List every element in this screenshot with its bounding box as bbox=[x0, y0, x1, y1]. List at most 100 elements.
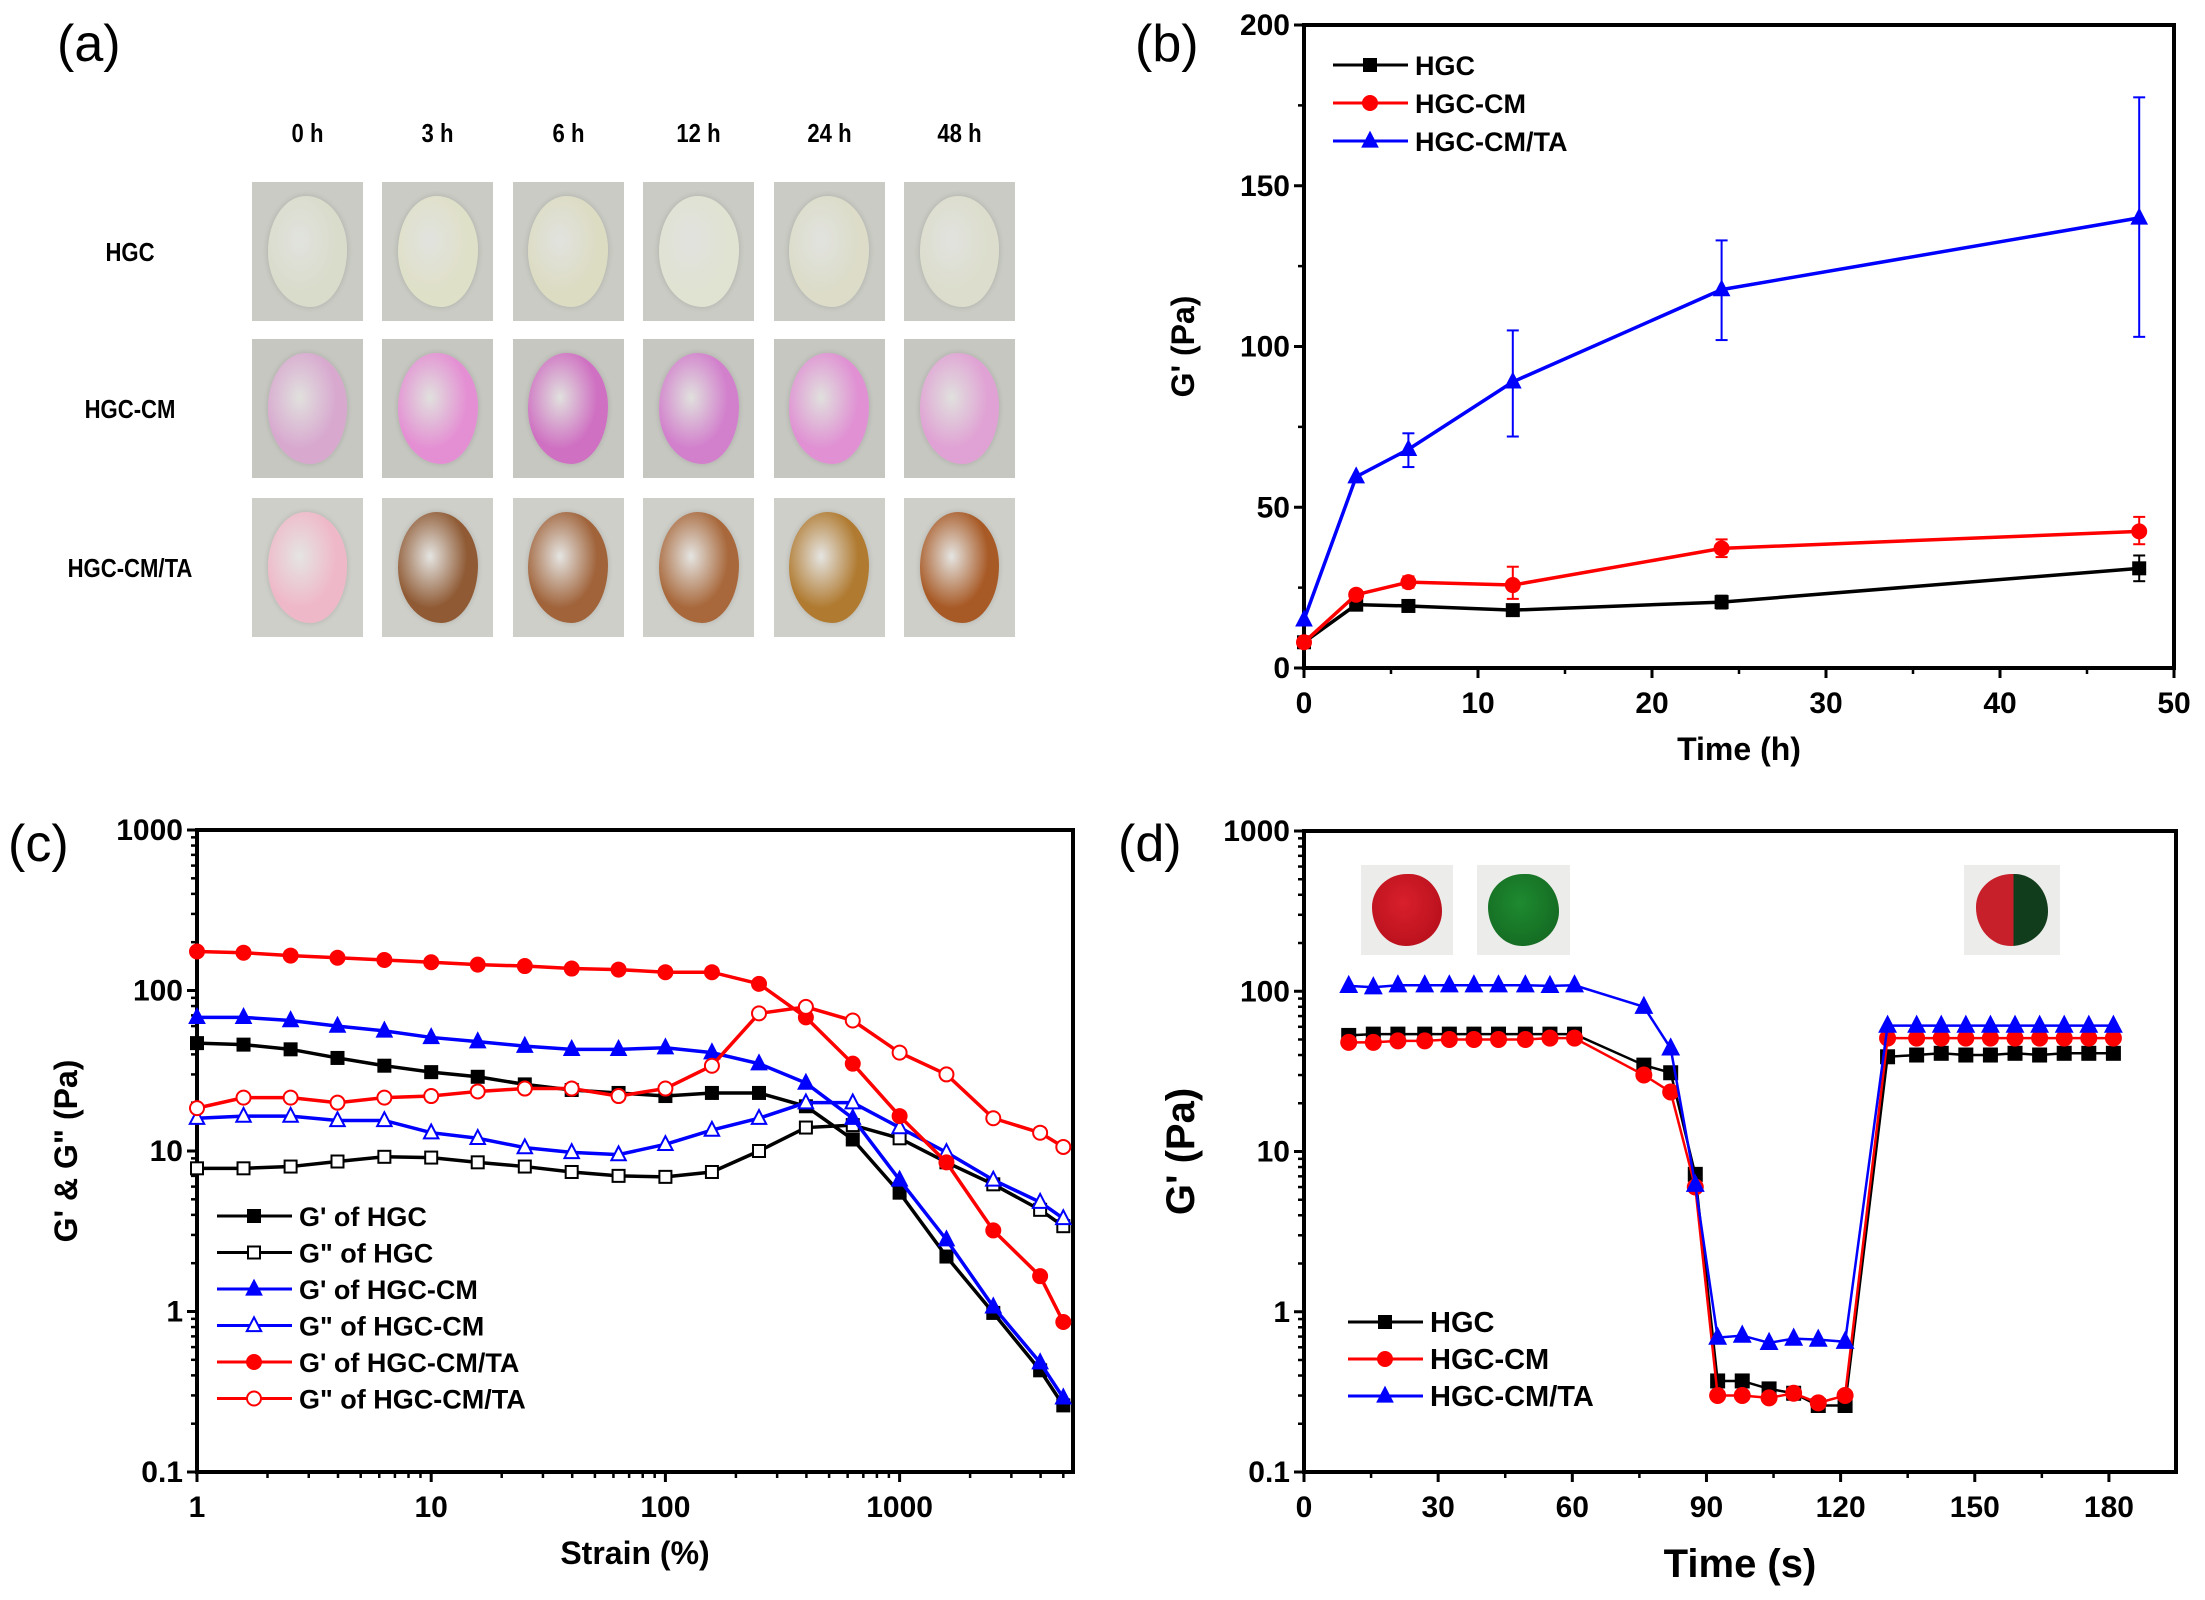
data-point bbox=[1635, 1066, 1653, 1084]
hydrogel-blob bbox=[397, 195, 478, 308]
x-axis-label: Time (h) bbox=[1677, 731, 1801, 767]
data-point bbox=[890, 1117, 909, 1135]
series-line bbox=[1302, 566, 2140, 644]
y-tick-label: 100 bbox=[1240, 975, 1290, 1008]
data-point bbox=[892, 1185, 907, 1200]
data-point bbox=[985, 1110, 1002, 1127]
data-point bbox=[1296, 634, 1312, 651]
data-point bbox=[1339, 974, 1359, 994]
y-tick-label: 1 bbox=[1273, 1296, 1290, 1329]
column-header: 6 h bbox=[552, 118, 585, 148]
data-point bbox=[236, 1161, 251, 1176]
series-g-of-hgc-cm bbox=[188, 1092, 1073, 1226]
data-point bbox=[1489, 974, 1508, 993]
row-header: HGC bbox=[105, 237, 155, 267]
data-point bbox=[563, 960, 580, 977]
data-point bbox=[1363, 976, 1383, 995]
legend-label: G" of HGC bbox=[299, 1239, 433, 1269]
hydrogel-blob bbox=[658, 195, 739, 308]
healed-gel-blob bbox=[1975, 874, 2049, 946]
series-g-of-hgc-cm bbox=[188, 1007, 1073, 1405]
data-point bbox=[2030, 1014, 2050, 1033]
data-point bbox=[611, 1168, 626, 1183]
data-point bbox=[1713, 540, 1730, 557]
hydrogel-blob bbox=[397, 511, 478, 624]
x-tick-label: 60 bbox=[1556, 1491, 1589, 1524]
hydrogel-photo bbox=[904, 498, 1015, 637]
hydrogel-photo bbox=[773, 498, 885, 637]
data-point bbox=[985, 1222, 1002, 1239]
data-point bbox=[657, 1080, 674, 1097]
series-hgc-cm-ta bbox=[1339, 974, 2123, 1350]
data-point bbox=[563, 1080, 580, 1097]
data-point bbox=[470, 1069, 485, 1084]
data-point bbox=[750, 1107, 768, 1125]
data-point bbox=[2131, 523, 2148, 540]
x-tick-label: 180 bbox=[2084, 1491, 2134, 1524]
data-point bbox=[424, 1150, 439, 1165]
data-point bbox=[1661, 1037, 1681, 1056]
legend-label: HGC bbox=[1430, 1307, 1495, 1339]
y-tick-label: 0.1 bbox=[141, 1456, 183, 1489]
x-tick-label: 90 bbox=[1690, 1491, 1723, 1524]
data-point bbox=[1388, 974, 1408, 993]
data-point bbox=[2105, 1045, 2121, 1061]
column-header: 3 h bbox=[421, 118, 454, 148]
data-point bbox=[2104, 1029, 2122, 1047]
data-point bbox=[281, 1010, 300, 1028]
data-point bbox=[1031, 1352, 1049, 1370]
legend-marker bbox=[247, 1209, 261, 1223]
y-tick-label: 1000 bbox=[116, 814, 183, 847]
data-point bbox=[283, 1159, 298, 1174]
series-line bbox=[197, 1015, 1065, 1399]
data-point bbox=[188, 1007, 206, 1025]
legend-marker bbox=[245, 1315, 263, 1333]
legend-marker bbox=[246, 1390, 262, 1407]
legend-item: G' of HGC-CM/TA bbox=[217, 1348, 519, 1378]
data-point bbox=[1340, 1033, 1358, 1051]
data-point bbox=[1364, 1033, 1382, 1051]
data-point bbox=[282, 947, 299, 964]
data-point bbox=[1784, 1327, 1804, 1346]
data-point bbox=[423, 1088, 440, 1105]
data-point bbox=[377, 1149, 392, 1164]
legend-marker bbox=[1377, 1351, 1393, 1367]
column-header: 48 h bbox=[937, 118, 982, 148]
series-g-of-hgc-cm-ta bbox=[189, 998, 1072, 1155]
legend: HGC HGC-CM HGC-CM/TA bbox=[1348, 1307, 1594, 1413]
data-point bbox=[750, 1053, 768, 1071]
data-point bbox=[1980, 1014, 2000, 1033]
x-tick-label: 50 bbox=[2157, 687, 2190, 720]
data-point bbox=[1909, 1047, 1925, 1063]
series-g-of-hgc-cm-ta bbox=[189, 943, 1072, 1331]
x-tick-label: 20 bbox=[1635, 687, 1668, 720]
hydrogel-blob bbox=[267, 511, 348, 624]
data-point bbox=[658, 1169, 673, 1184]
x-tick-label: 120 bbox=[1816, 1491, 1866, 1524]
data-point bbox=[1957, 1029, 1975, 1047]
data-point bbox=[703, 1119, 721, 1137]
x-tick-label: 30 bbox=[1809, 687, 1842, 720]
data-point bbox=[2054, 1014, 2074, 1033]
data-point bbox=[1055, 1314, 1072, 1331]
data-point bbox=[656, 1037, 675, 1055]
red-gel-blob bbox=[1372, 874, 1442, 946]
data-point bbox=[1503, 371, 1522, 389]
x-tick-label: 30 bbox=[1421, 1491, 1454, 1524]
hydrogel-blob bbox=[267, 195, 348, 308]
data-point bbox=[422, 1122, 441, 1140]
data-point bbox=[329, 1094, 346, 1111]
data-point bbox=[1399, 439, 1418, 457]
data-point bbox=[2103, 1014, 2123, 1033]
data-point bbox=[470, 1155, 485, 1170]
data-point bbox=[1541, 1029, 1559, 1047]
series-hgc-cm bbox=[1340, 1029, 2122, 1412]
hydrogel-blob bbox=[789, 195, 870, 308]
hydrogel-photo bbox=[512, 182, 624, 321]
hydrogel-blob bbox=[267, 352, 348, 465]
healed-gel-photo bbox=[1964, 865, 2060, 955]
data-point bbox=[844, 1012, 861, 1029]
data-point bbox=[1505, 603, 1520, 618]
legend-label: G' of HGC-CM/TA bbox=[299, 1348, 519, 1378]
y-axis-label: G' (Pa) bbox=[1165, 296, 1201, 398]
